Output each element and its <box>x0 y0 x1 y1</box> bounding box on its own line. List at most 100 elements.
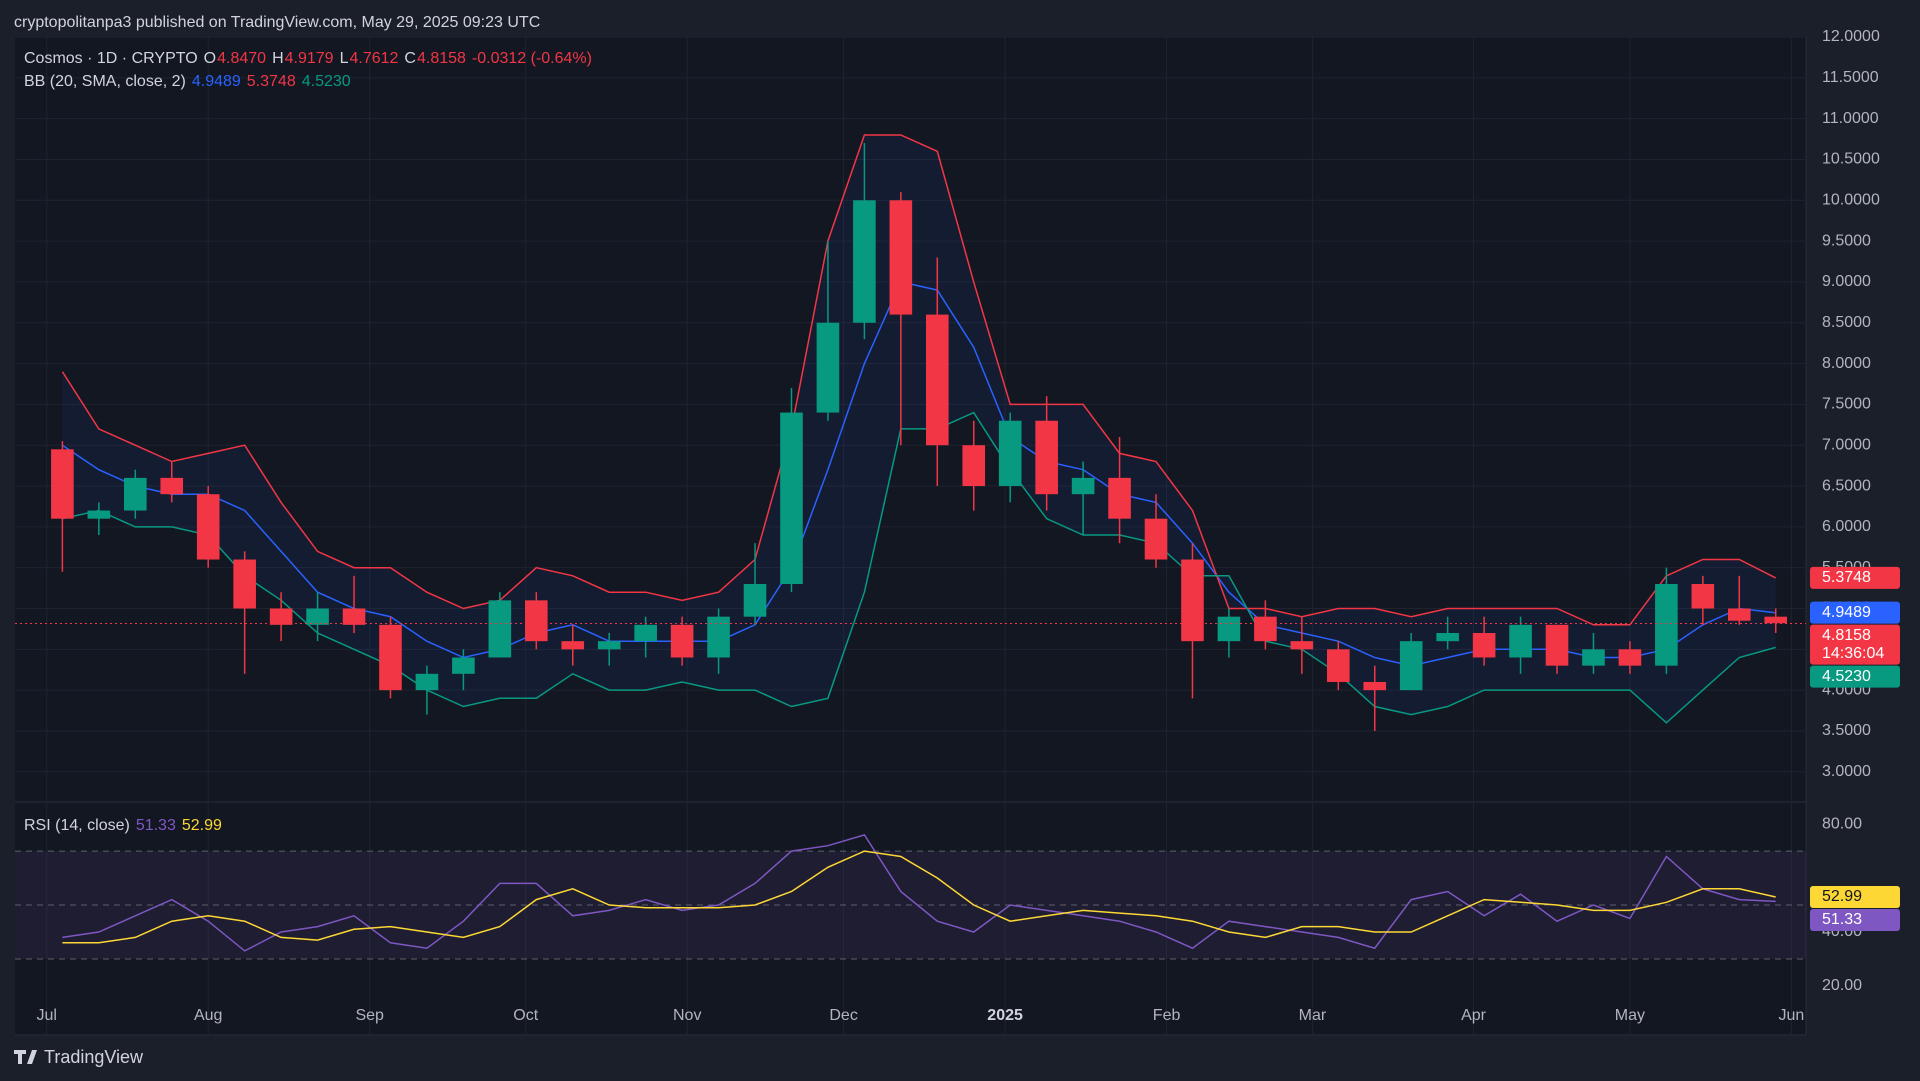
indicator-value: 5.3748 <box>246 73 296 90</box>
x-tick-label: Dec <box>829 1007 857 1024</box>
x-tick-label: Sep <box>355 1007 384 1024</box>
indicator-value: 52.99 <box>181 817 222 834</box>
candle-body <box>962 445 986 487</box>
y-tick-label: 11.5000 <box>1822 69 1879 86</box>
candle-body <box>634 624 657 642</box>
price-tag-label: 4.8158 <box>1822 627 1871 644</box>
candle-body <box>1618 649 1642 666</box>
candle-body <box>1326 649 1350 682</box>
y-tick-label: 6.5000 <box>1822 477 1871 494</box>
y-tick-label: 3.0000 <box>1822 763 1871 780</box>
candle-body <box>1363 681 1387 691</box>
band-line <box>61 134 1777 626</box>
candle-body <box>1108 477 1131 519</box>
candle-body <box>123 477 147 511</box>
y-tick-label: 80.00 <box>1822 815 1862 832</box>
price-tag-label: 52.99 <box>1822 888 1862 905</box>
price-tag-label: 5.3748 <box>1822 569 1871 586</box>
y-tick-label: 20.00 <box>1822 977 1862 994</box>
candle-body <box>853 200 876 323</box>
candle-body <box>452 657 475 674</box>
candle-body <box>1727 608 1751 621</box>
candle-body <box>998 420 1022 487</box>
candle-body <box>1764 616 1788 624</box>
candle-body <box>342 608 366 625</box>
candle-body <box>1071 477 1095 495</box>
x-tick-label: 2025 <box>987 1007 1023 1024</box>
x-tick-label: Mar <box>1299 1007 1327 1024</box>
candle-body <box>233 559 256 609</box>
price-tag-label: 51.33 <box>1822 911 1862 928</box>
rsi-legend: RSI (14, close) 51.33 52.99 <box>24 817 228 835</box>
candle-body <box>1582 649 1605 666</box>
x-tick-label: Jun <box>1779 1007 1805 1024</box>
candle-body <box>743 584 767 617</box>
candle-body <box>1399 641 1423 691</box>
x-tick-label: Jul <box>36 1007 56 1024</box>
price-tag-label: 4.9489 <box>1822 604 1871 621</box>
candle-body <box>1035 420 1058 495</box>
price-pane <box>15 37 1806 802</box>
candle-body <box>1436 632 1459 642</box>
candle-body <box>415 673 439 691</box>
logo-glyph <box>14 1050 37 1064</box>
ohlc-key: C <box>404 50 416 67</box>
candle-body <box>561 641 585 650</box>
indicator-name: RSI (14, close) <box>24 817 130 834</box>
candle-body <box>269 608 293 625</box>
bb-legend: BB (20, SMA, close, 2) 4.9489 5.3748 4.5230 <box>24 73 357 91</box>
y-tick-label: 8.0000 <box>1822 355 1871 372</box>
rsi-pane <box>15 802 1806 1035</box>
brand-logo <box>14 1050 37 1064</box>
candle-body <box>306 608 329 625</box>
rsi-line <box>62 834 1776 952</box>
price-tag-label: 4.5230 <box>1822 668 1871 685</box>
y-tick-label: 3.5000 <box>1822 722 1871 739</box>
indicator-name: BB (20, SMA, close, 2) <box>24 73 186 90</box>
candle-body <box>670 624 694 658</box>
candle-body <box>1144 518 1168 560</box>
ohlc-value: 4.8158 <box>416 50 466 67</box>
candle-body <box>707 616 730 658</box>
candle-body <box>780 412 803 585</box>
candle-body <box>1509 624 1532 658</box>
price-tag <box>1810 566 1900 589</box>
change: -0.0312 (-0.64%) <box>471 50 592 67</box>
y-tick-label: 10.0000 <box>1822 192 1880 209</box>
band-line <box>62 411 1776 724</box>
price-tag <box>1810 665 1900 688</box>
candle-body <box>1691 584 1715 609</box>
y-tick-label: 7.0000 <box>1822 436 1871 453</box>
candle-body <box>1290 641 1314 650</box>
brand-name: TradingView <box>44 1047 144 1067</box>
ohlc-key: O <box>203 50 217 67</box>
indicator-value: 51.33 <box>135 817 176 834</box>
indicator-value: 4.9489 <box>191 73 241 90</box>
candle-body <box>1217 616 1241 642</box>
candle-body <box>925 314 949 446</box>
candle-body <box>87 510 111 519</box>
candle-body <box>524 600 548 642</box>
candle-body <box>1472 632 1496 658</box>
ohlc-value: 4.8470 <box>217 50 267 67</box>
symbol: Cosmos · 1D · CRYPTO <box>24 50 198 67</box>
price-tag-sub: 14:36:04 <box>1822 645 1884 662</box>
candle-body <box>160 477 184 495</box>
y-tick-label: 7.5000 <box>1822 396 1871 413</box>
y-tick-label: 10.5000 <box>1822 151 1880 168</box>
price-tag <box>1810 624 1900 665</box>
y-tick-label: 6.0000 <box>1822 518 1871 535</box>
y-tick-label: 12.0000 <box>1822 28 1880 45</box>
candle-body <box>1655 584 1678 666</box>
candle-body <box>51 449 74 519</box>
ohlc-key: H <box>272 50 284 67</box>
y-tick-label: 8.5000 <box>1822 314 1871 331</box>
candle-body <box>816 322 840 413</box>
x-tick-label: Feb <box>1153 1007 1181 1024</box>
candle-body <box>379 624 402 691</box>
x-tick-label: Nov <box>673 1007 701 1024</box>
candle-body <box>488 600 512 658</box>
ohlc-key: L <box>339 50 349 67</box>
x-tick-label: Apr <box>1461 1007 1487 1024</box>
